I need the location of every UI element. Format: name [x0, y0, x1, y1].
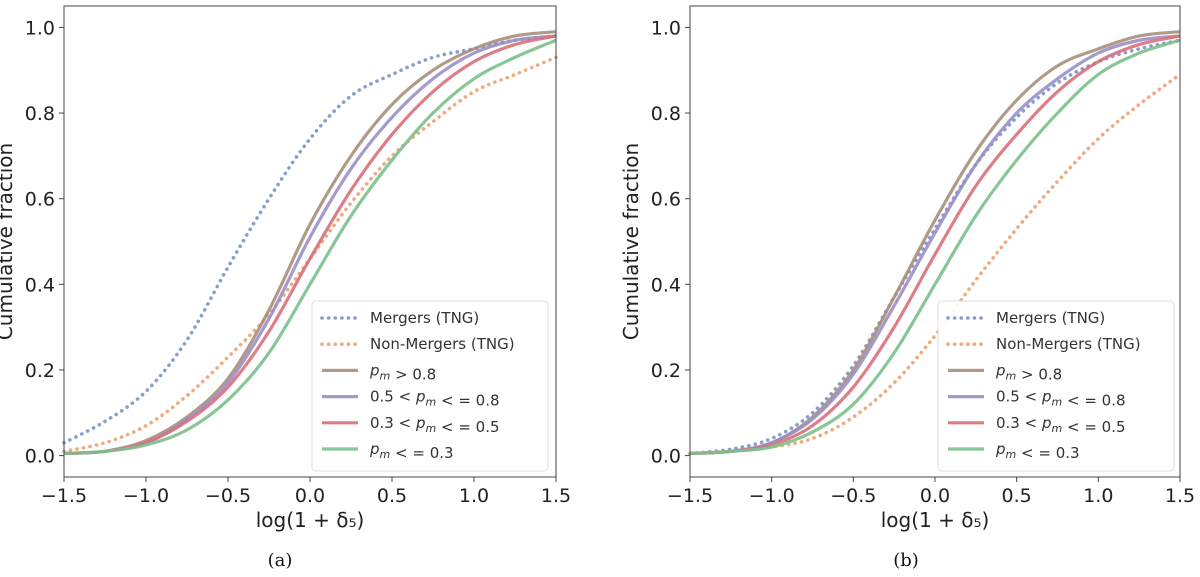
x-axis-label: log(1 + δ₅): [881, 508, 990, 532]
legend-entry-label: Mergers (TNG): [996, 309, 1105, 327]
y-axis-label: Cumulative fraction: [619, 143, 643, 340]
x-tick-label: −0.5: [205, 485, 251, 507]
y-tick-label: 1.0: [25, 17, 55, 39]
x-tick-label: 0.0: [920, 485, 950, 507]
panel-caption: (b): [893, 550, 919, 571]
y-tick-label: 0.4: [651, 274, 681, 296]
legend-entry-label: pm < = 0.3: [995, 440, 1080, 462]
y-tick-label: 1.0: [651, 17, 681, 39]
x-tick-label: −1.5: [667, 485, 713, 507]
legend: Mergers (TNG) Non-Mergers (TNG) pm > 0.8 0.…: [311, 300, 549, 472]
series-line-4: [689, 34, 1181, 456]
series-line-0: [62, 34, 558, 445]
y-tick-label: 0.2: [651, 360, 681, 382]
legend-entry-label: 0.3 < pm < = 0.5: [370, 414, 500, 436]
legend-entry-label: Non-Mergers (TNG): [996, 335, 1141, 353]
x-tick-label: 0.0: [295, 485, 325, 507]
y-tick-label: 0.8: [651, 103, 681, 125]
series-line-4: [63, 34, 557, 456]
series-line-3: [689, 34, 1181, 456]
x-tick-label: 1.0: [1083, 485, 1113, 507]
legend-entry-label: Mergers (TNG): [370, 309, 479, 327]
legend-box: [937, 300, 1175, 472]
x-tick-label: −1.0: [749, 485, 795, 507]
y-tick-label: 0.6: [25, 189, 55, 211]
y-tick-label: 0.0: [25, 446, 55, 468]
y-tick-label: 0.4: [25, 274, 55, 296]
x-tick-label: −1.0: [123, 485, 169, 507]
legend-entry-label: Non-Mergers (TNG): [370, 335, 515, 353]
y-tick-label: 0.2: [25, 360, 55, 382]
y-tick-label: 0.0: [651, 446, 681, 468]
legend: Mergers (TNG) Non-Mergers (TNG) pm > 0.8 0.…: [937, 300, 1175, 472]
x-tick-label: 0.5: [1002, 485, 1032, 507]
legend-entry-label: pm > 0.8: [995, 361, 1062, 383]
series-line-5: [63, 38, 557, 456]
legend-entry-label: pm < = 0.3: [369, 440, 454, 462]
series-line-1: [688, 72, 1182, 456]
legend-entry-label: 0.5 < pm < = 0.8: [996, 388, 1126, 410]
y-axis-label: Cumulative fraction: [0, 143, 17, 340]
y-tick-label: 0.8: [25, 103, 55, 125]
x-tick-label: −1.5: [41, 485, 87, 507]
legend-entry-label: 0.5 < pm < = 0.8: [370, 388, 500, 410]
x-tick-label: 0.5: [377, 485, 407, 507]
series-line-5: [689, 38, 1181, 456]
panel-caption: (a): [268, 550, 293, 571]
y-tick-label: 0.6: [651, 189, 681, 211]
series-line-2: [63, 30, 557, 456]
panel-b: −1.5 −1.0 −0.5 0.0 0.5 1.0 1.5 0.0 0.2 0.4 0.6 0.8 1…: [619, 5, 1195, 571]
legend-entry-label: pm > 0.8: [369, 361, 436, 383]
x-tick-label: −0.5: [830, 485, 876, 507]
x-tick-label: 1.5: [541, 485, 571, 507]
x-tick-label: 1.5: [1165, 485, 1195, 507]
panel-a: −1.5 −1.0 −0.5 0.0 0.5 1.0 1.5 0.0 0.2 0.4 0.6 0.8 1…: [0, 5, 571, 571]
legend-entry-label: 0.3 < pm < = 0.5: [996, 414, 1126, 436]
x-tick-label: 1.0: [459, 485, 489, 507]
x-axis-label: log(1 + δ₅): [256, 508, 365, 532]
legend-box: [311, 300, 549, 472]
